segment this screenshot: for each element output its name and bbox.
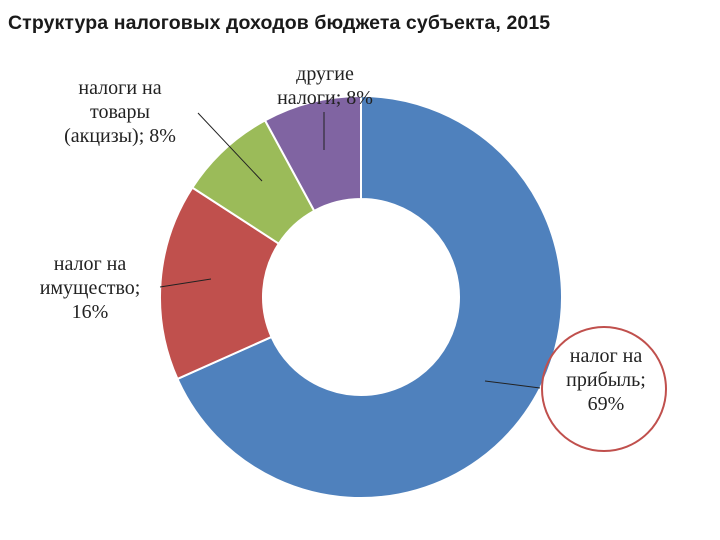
chart-title: Структура налоговых доходов бюджета субъ…	[8, 12, 551, 34]
slice-label-excise-tax: налоги на товары (акцизы); 8%	[64, 77, 176, 147]
leader-line-excise-tax	[197, 112, 263, 182]
leader-line-property-tax	[159, 278, 212, 288]
slice-label-other-taxes: другие налоги; 8%	[277, 63, 373, 109]
highlight-circle	[541, 326, 667, 452]
donut-slices	[159, 94, 563, 499]
slice-profit-tax	[176, 94, 563, 499]
slice-property-tax	[159, 186, 281, 381]
leader-line-profit-tax	[484, 380, 541, 389]
leader-lines	[159, 112, 541, 389]
slice-label-property-tax: налог на имущество; 16%	[39, 253, 141, 323]
slice-other-taxes	[263, 94, 362, 213]
